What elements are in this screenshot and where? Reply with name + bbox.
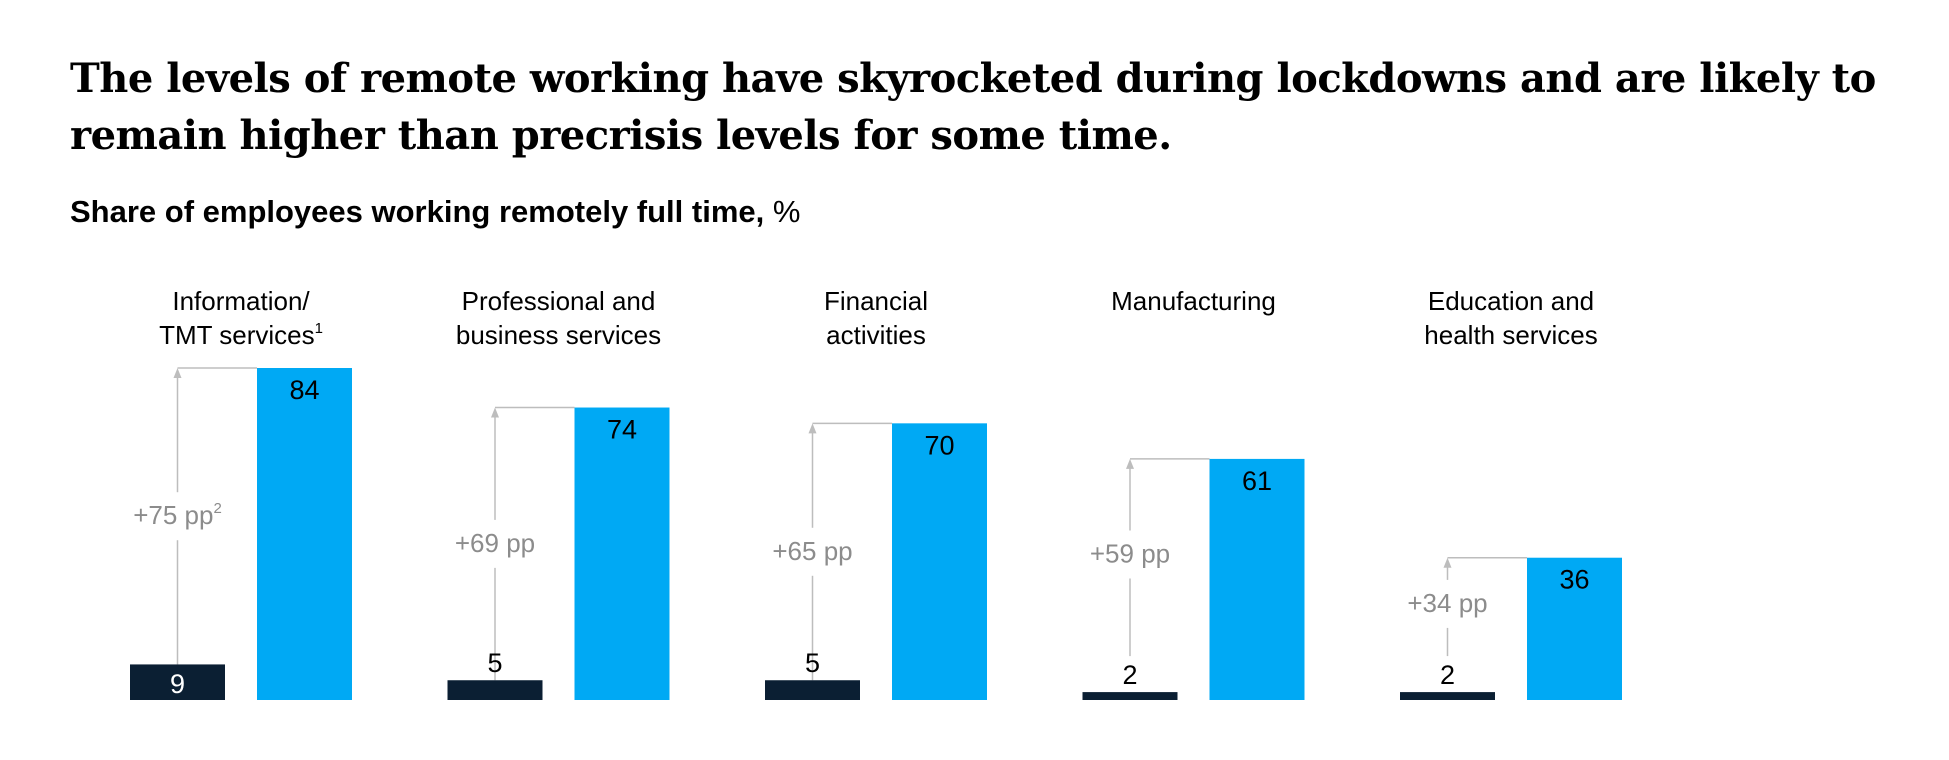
category-label-line2: TMT services1 [159, 320, 323, 350]
value-label-before: 5 [805, 648, 820, 678]
value-label-after: 61 [1242, 466, 1272, 496]
difference-arrowhead [808, 423, 817, 434]
category-label-line1: Financial [824, 286, 928, 316]
difference-arrowhead [1443, 557, 1452, 568]
bar-before [1400, 692, 1495, 700]
chart-subtitle: Share of employees working remotely full… [70, 194, 800, 230]
value-label-before: 2 [1440, 660, 1455, 690]
bar-after [257, 368, 352, 700]
subtitle-text: Share of employees working remotely full… [70, 194, 765, 229]
value-label-after: 70 [924, 430, 954, 460]
bar-after [1209, 458, 1305, 700]
difference-label: +75 pp2 [133, 500, 222, 530]
category-label-line1: Education and [1428, 286, 1594, 316]
bar-after [574, 407, 670, 700]
bar-after [1527, 557, 1622, 700]
difference-label: +59 pp [1090, 539, 1170, 569]
bar-before [447, 680, 543, 700]
category-label-line2: activities [826, 320, 926, 350]
bar-before [1082, 692, 1178, 700]
difference-label: +34 pp [1407, 588, 1487, 618]
bar-before [765, 680, 860, 700]
value-label-before: 5 [487, 648, 502, 678]
difference-arrowhead [491, 407, 499, 418]
difference-label: +65 pp [772, 536, 852, 566]
value-label-after: 36 [1559, 565, 1589, 595]
value-label-after: 84 [289, 375, 319, 405]
difference-arrowhead [1126, 458, 1134, 469]
category-label-line1: Information/ [172, 286, 310, 316]
category-label-line1: Manufacturing [1111, 286, 1276, 316]
category-label-line1: Professional and [462, 286, 656, 316]
bar-after [892, 423, 987, 700]
subtitle-unit: % [764, 194, 801, 229]
difference-label: +69 pp [455, 528, 535, 558]
value-label-before: 2 [1122, 660, 1137, 690]
value-label-after: 74 [607, 415, 637, 445]
bar-before [130, 664, 225, 700]
category-label-line2: business services [456, 320, 661, 350]
value-label-before: 9 [170, 669, 185, 699]
difference-arrowhead [173, 368, 182, 378]
chart-headline: The levels of remote working have skyroc… [70, 55, 1876, 159]
category-label-line2: health services [1424, 320, 1597, 350]
